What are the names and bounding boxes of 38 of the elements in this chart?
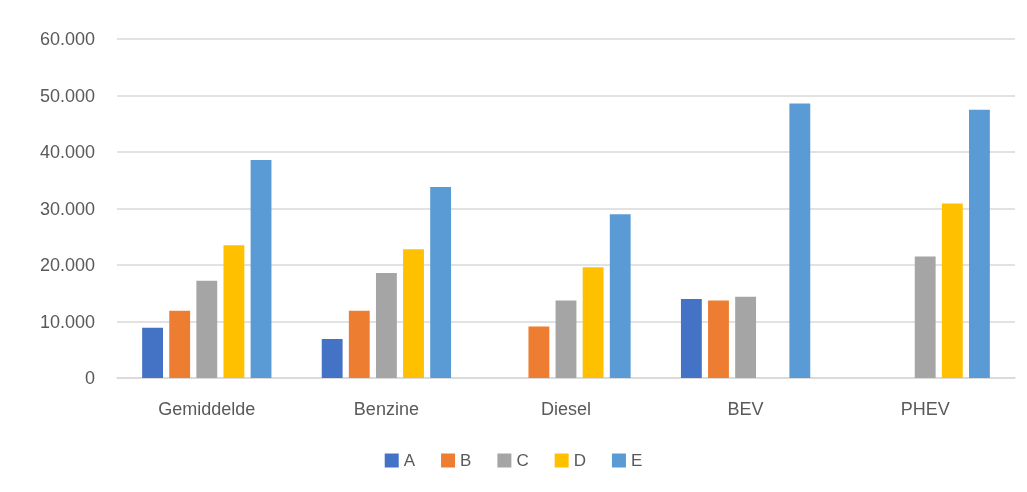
y-tick-label: 60.000 bbox=[39, 29, 95, 49]
bar bbox=[223, 245, 245, 378]
bar bbox=[735, 296, 757, 378]
y-tick-label: 30.000 bbox=[39, 198, 95, 219]
bar bbox=[969, 109, 990, 378]
bar bbox=[430, 187, 452, 378]
legend-label: A bbox=[403, 451, 416, 470]
bar bbox=[582, 267, 604, 378]
y-tick-label: 20.000 bbox=[39, 255, 95, 275]
y-tick-label: 50.000 bbox=[39, 85, 95, 106]
bar bbox=[321, 339, 343, 378]
y-tick-label: 10.000 bbox=[39, 311, 95, 332]
bar bbox=[169, 310, 191, 378]
bar bbox=[250, 159, 272, 378]
bar bbox=[348, 310, 370, 378]
bar bbox=[403, 249, 424, 378]
x-tick-label: Diesel bbox=[540, 399, 592, 419]
legend-label: C bbox=[516, 451, 529, 470]
bar bbox=[914, 256, 936, 378]
bar bbox=[789, 103, 811, 378]
y-tick-label: 40.000 bbox=[39, 142, 95, 162]
x-tick-label: BEV bbox=[727, 399, 764, 419]
bar bbox=[680, 298, 702, 378]
y-tick-label: 0 bbox=[84, 368, 95, 388]
bar bbox=[609, 214, 631, 378]
bar bbox=[555, 300, 577, 378]
x-tick-label: PHEV bbox=[900, 399, 950, 419]
bar bbox=[375, 272, 397, 378]
x-tick-label: Gemiddelde bbox=[158, 399, 256, 419]
legend-label: B bbox=[460, 451, 472, 470]
bar bbox=[941, 203, 963, 378]
bar bbox=[142, 327, 163, 378]
bar bbox=[196, 280, 218, 378]
bar bbox=[708, 300, 729, 378]
bar bbox=[528, 326, 550, 378]
legend-label: D bbox=[573, 451, 586, 470]
legend-label: E bbox=[630, 451, 643, 470]
x-tick-label: Benzine bbox=[353, 399, 419, 419]
